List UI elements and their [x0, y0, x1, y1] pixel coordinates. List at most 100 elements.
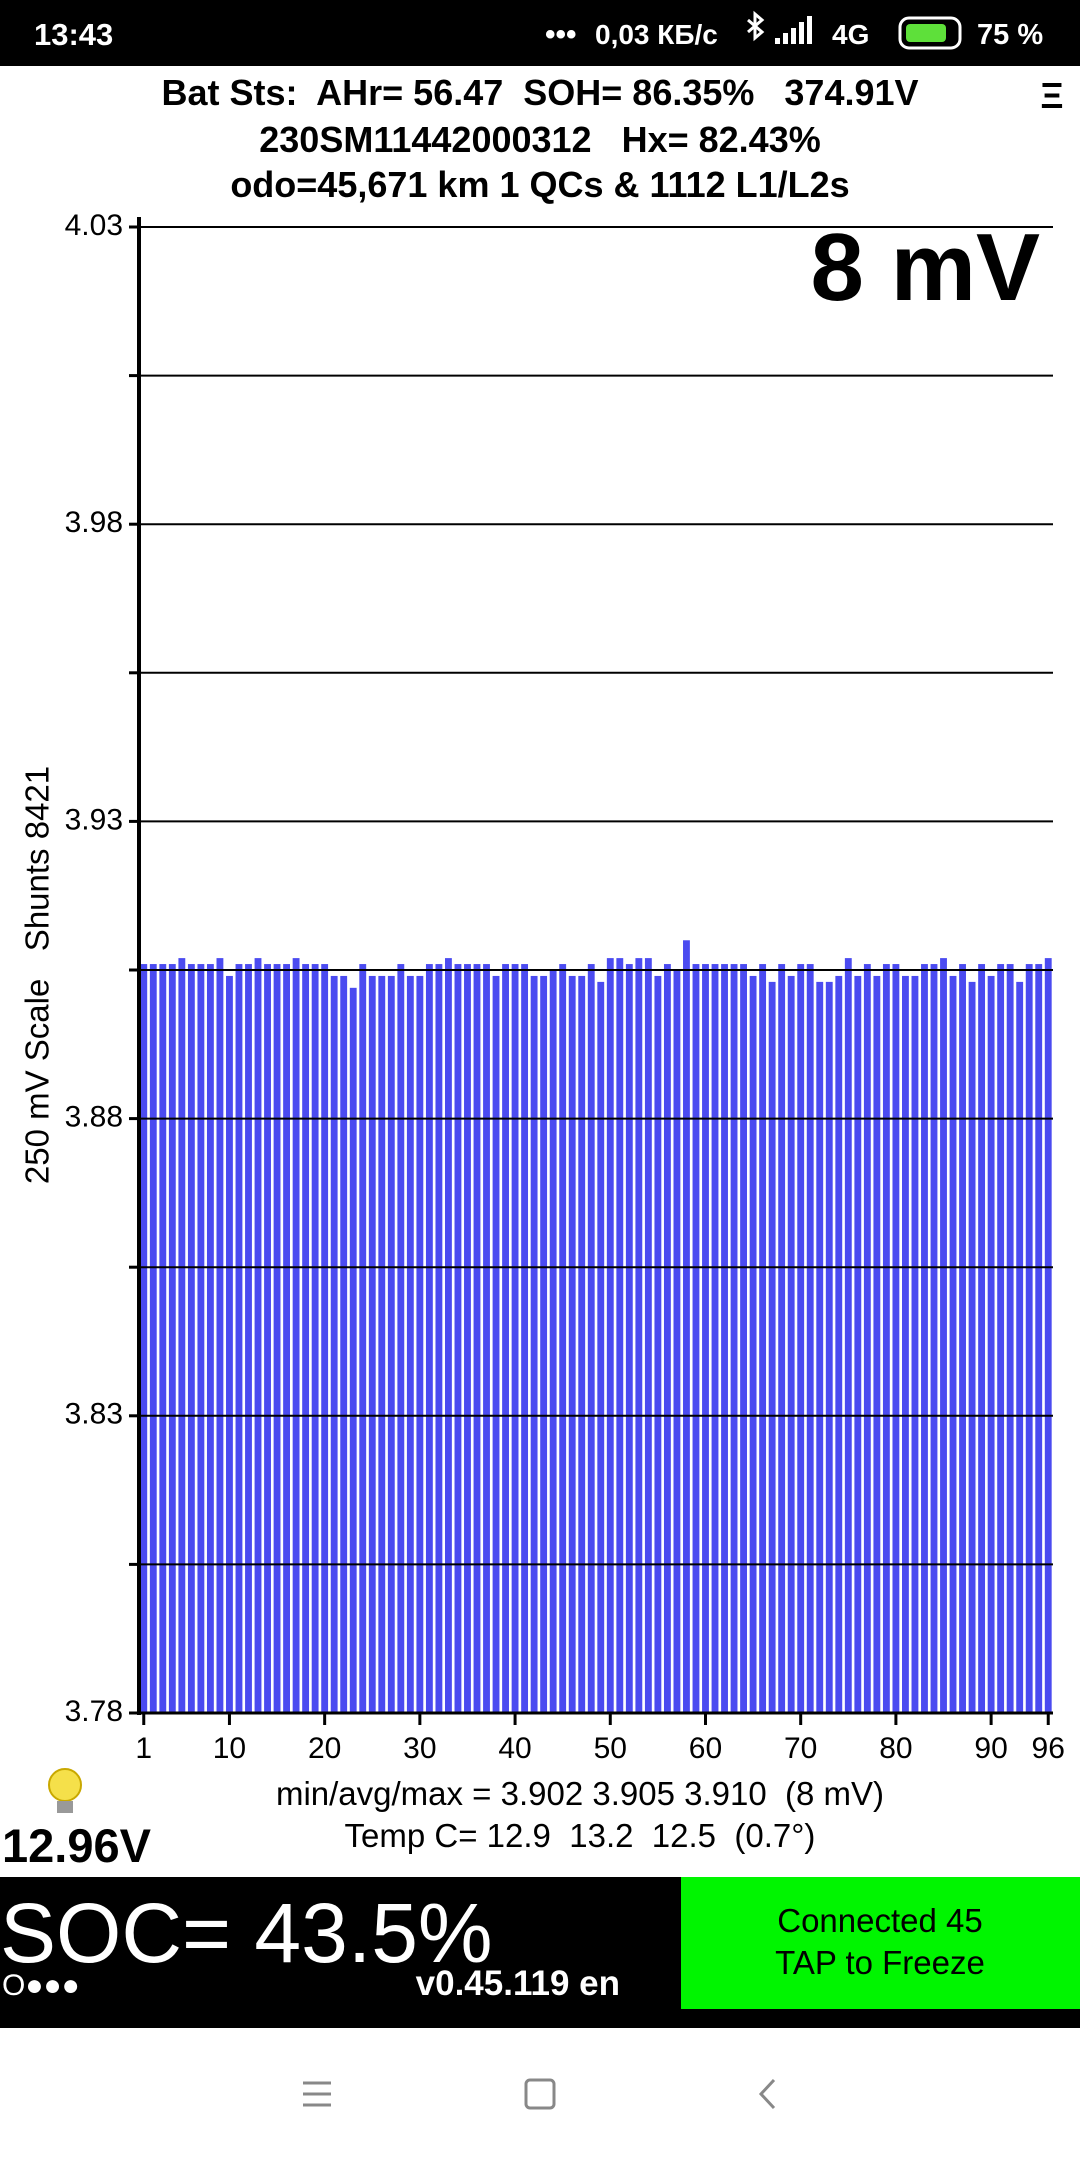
bar [587, 964, 595, 1713]
bar [406, 975, 414, 1713]
bar [302, 964, 310, 1713]
bar [264, 964, 271, 1713]
bar [911, 975, 919, 1713]
header-line: 230SM11442000312 Hx= 82.43% [259, 119, 820, 160]
x-tick-label: 80 [879, 1732, 912, 1765]
bar [140, 964, 148, 1713]
bar [930, 964, 938, 1713]
bar [1044, 958, 1052, 1713]
bar [997, 964, 1005, 1713]
bar [378, 975, 386, 1713]
y-tick-label: 3.98 [65, 506, 123, 539]
bar [206, 964, 214, 1713]
bluetooth-icon [747, 10, 765, 42]
bar [416, 975, 424, 1713]
bar [625, 964, 633, 1713]
header-line: Bat Sts: AHr= 56.47 SOH= 86.35% 374.91V [161, 72, 918, 113]
bar [444, 958, 452, 1713]
bar [197, 964, 205, 1713]
bar [349, 987, 357, 1713]
bar [149, 964, 157, 1713]
bar [578, 975, 586, 1713]
soc: SOC= 43.5% [0, 1886, 493, 1980]
bar [949, 975, 957, 1713]
bar [159, 964, 167, 1713]
menu-button[interactable]: Ξ [1040, 75, 1063, 116]
bar [1035, 964, 1043, 1713]
bar [283, 964, 291, 1713]
bar [549, 970, 557, 1713]
bar [559, 964, 567, 1713]
bulb-icon[interactable] [48, 1768, 82, 1802]
bar [187, 964, 195, 1713]
bar [387, 975, 395, 1713]
bar [178, 958, 186, 1713]
bar [921, 964, 928, 1713]
battery-icon [898, 16, 962, 50]
y-tick-label: 3.88 [65, 1101, 123, 1134]
bar [816, 981, 824, 1713]
bar [959, 964, 966, 1713]
bar [797, 964, 805, 1713]
bar [730, 964, 738, 1713]
bar [768, 981, 776, 1713]
spread-annotation: 8 mV [811, 214, 1040, 321]
y-tick-label: 4.03 [65, 209, 123, 242]
bar [787, 975, 795, 1713]
bar [245, 964, 252, 1713]
signal-icon [775, 16, 812, 44]
bar [368, 975, 376, 1713]
bar [235, 964, 243, 1713]
bulb-base [57, 1801, 73, 1813]
bar [978, 964, 986, 1713]
bar [616, 958, 624, 1713]
x-tick-label: 96 [1032, 1732, 1065, 1765]
bar [464, 964, 471, 1713]
x-tick-label: 50 [594, 1732, 627, 1765]
bar [540, 975, 548, 1713]
bar [226, 975, 233, 1713]
bar [359, 964, 367, 1713]
bar [759, 964, 767, 1713]
nav-menu[interactable] [303, 2081, 331, 2107]
bar [530, 975, 538, 1713]
bar [511, 964, 519, 1713]
bar [644, 958, 652, 1713]
bar [854, 975, 862, 1713]
bar [721, 964, 728, 1713]
version: v0.45.119 en [416, 1964, 620, 2003]
bar [321, 964, 329, 1713]
bar [778, 964, 786, 1713]
bar [901, 975, 909, 1713]
x-tick-label: 10 [213, 1732, 246, 1765]
bar [454, 964, 462, 1713]
y-tick-label: 3.93 [65, 803, 123, 836]
bar [987, 975, 995, 1713]
y-tick-label: 3.78 [65, 1695, 123, 1728]
bar [597, 981, 605, 1713]
bar [711, 964, 719, 1713]
bar [1016, 981, 1024, 1713]
bar [683, 940, 690, 1713]
x-tick-label: 30 [403, 1732, 436, 1765]
bar [254, 958, 262, 1713]
battery: 75 % [977, 19, 1043, 51]
bar [635, 958, 643, 1713]
nav-home[interactable] [524, 2078, 556, 2110]
connection-status: Connected 45 [777, 1902, 983, 1939]
bar [216, 958, 224, 1713]
bar [968, 981, 976, 1713]
x-tick-label: 20 [308, 1732, 341, 1765]
freeze-button[interactable] [681, 1877, 1080, 2009]
bar [568, 975, 576, 1713]
bar [873, 975, 881, 1713]
x-tick-label: 40 [498, 1732, 531, 1765]
bar [397, 964, 405, 1713]
bar [1006, 964, 1014, 1713]
bar [892, 964, 900, 1713]
net-speed: 0,03 КБ/с [595, 19, 718, 50]
status-dots: O●●● [2, 1969, 80, 2002]
nav-bar [303, 2078, 776, 2110]
nav-back[interactable] [758, 2078, 776, 2110]
